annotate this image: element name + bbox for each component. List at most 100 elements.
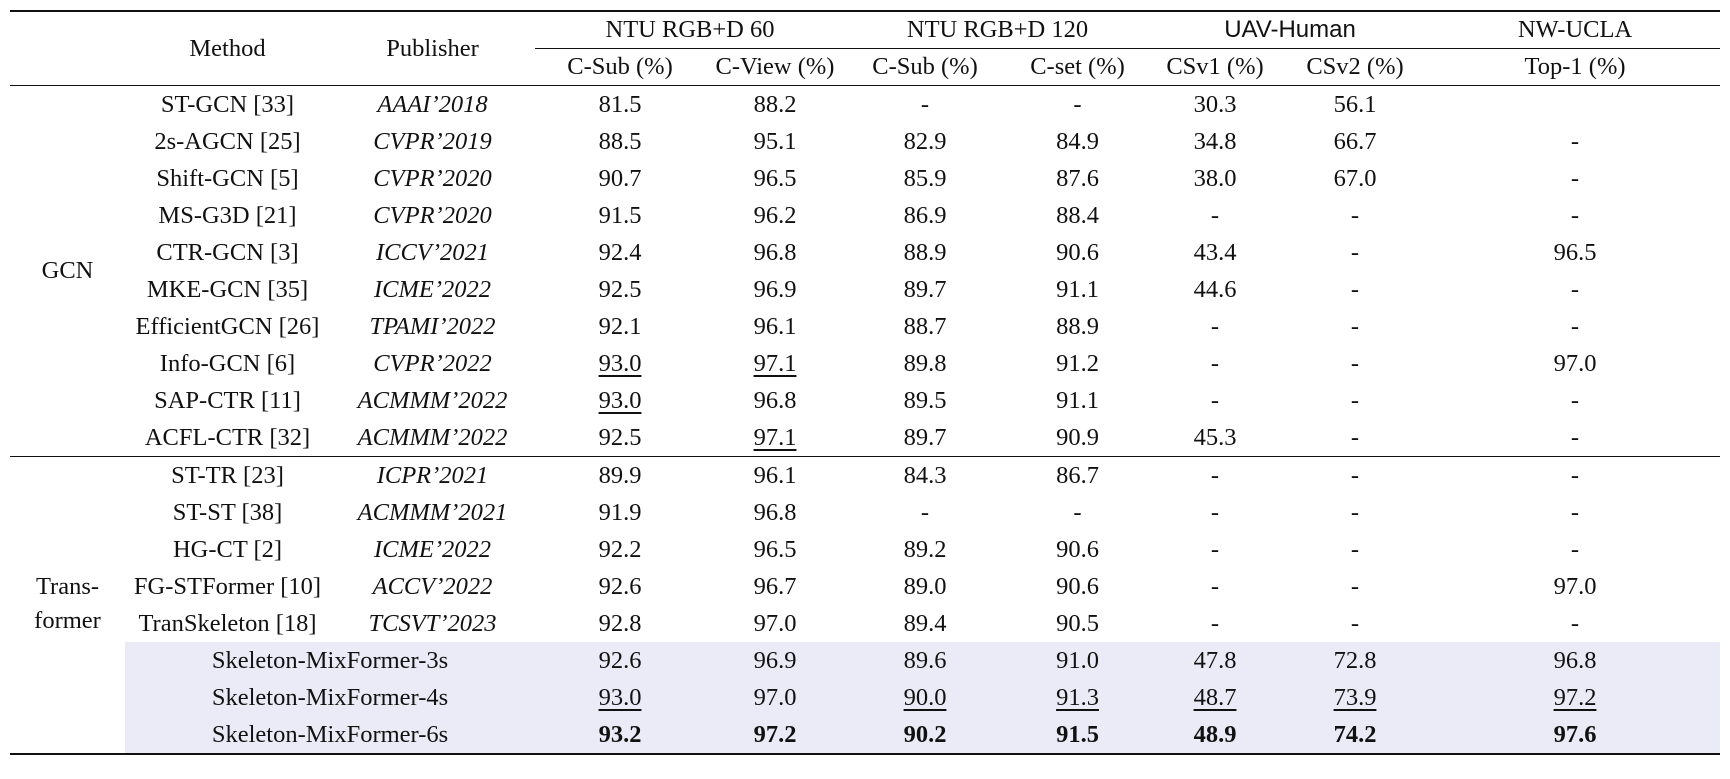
value-cell: 45.3 xyxy=(1193,424,1237,451)
value-cell: 85.9 xyxy=(903,165,947,192)
header-ntu120: NTU RGB+D 120 xyxy=(845,11,1150,49)
method-cell: MS-G3D [21] xyxy=(158,202,297,229)
header-row-2: C-Sub (%) C-View (%) C-Sub (%) C-set (%)… xyxy=(10,49,1720,86)
method-cell: 2s-AGCN [25] xyxy=(154,128,301,155)
value-cell: 89.4 xyxy=(903,610,947,637)
value-cell xyxy=(1430,86,1720,124)
value-cell: 96.5 xyxy=(1553,239,1597,266)
value-cell: 96.8 xyxy=(1430,642,1721,679)
value-cell: 89.9 xyxy=(598,462,642,489)
value-cell: 97.0 xyxy=(1553,573,1597,600)
table-row: CTR-GCN [3] ICCV’2021 92.4 96.8 88.9 90.… xyxy=(10,234,1720,271)
method-cell: Skeleton-MixFormer-4s xyxy=(125,679,535,716)
publisher-cell: ICME’2022 xyxy=(373,536,492,563)
value-cell: 91.9 xyxy=(598,499,642,526)
value-cell: 92.8 xyxy=(598,610,642,637)
table-row: HG-CT [2] ICME’2022 92.2 96.5 89.2 90.6 … xyxy=(10,531,1720,568)
header-publisher: Publisher xyxy=(386,34,479,62)
method-cell: MKE-GCN [35] xyxy=(146,276,309,303)
value-cell: 97.1 xyxy=(705,419,845,457)
value-cell: 97.0 xyxy=(1553,350,1597,377)
value-cell: - xyxy=(1570,387,1580,414)
publisher-cell: ACMMM’2022 xyxy=(357,424,508,451)
method-cell: SAP-CTR [11] xyxy=(154,387,301,414)
value-cell: 96.5 xyxy=(753,165,797,192)
value-cell: - xyxy=(1073,91,1082,118)
value-cell: - xyxy=(1350,573,1360,600)
method-cell: ST-TR [23] xyxy=(171,462,284,489)
value-cell: 88.7 xyxy=(903,313,947,340)
publisher-cell: ACCV’2022 xyxy=(372,573,493,600)
table-row: MKE-GCN [35] ICME’2022 92.5 96.9 89.7 91… xyxy=(10,271,1720,308)
value-cell: - xyxy=(1350,387,1360,414)
blank-cell xyxy=(10,679,125,716)
value-cell: 91.1 xyxy=(1056,276,1099,303)
value-cell: - xyxy=(1350,276,1360,303)
publisher-cell: ACMMM’2022 xyxy=(357,387,508,414)
category-transformer-line2: former xyxy=(34,607,101,634)
value-cell: 90.7 xyxy=(598,165,642,192)
value-cell: 91.1 xyxy=(1056,387,1099,414)
value-cell: - xyxy=(1570,276,1580,303)
table-row: Trans-former ST-TR [23] ICPR’2021 89.9 9… xyxy=(10,456,1721,634)
underlined-value: 97.1 xyxy=(753,424,797,451)
value-cell: 90.9 xyxy=(1056,424,1099,451)
value-cell: 90.5 xyxy=(1056,610,1099,637)
value-cell: - xyxy=(920,91,930,118)
table-row-ours: Skeleton-MixFormer-4s 93.0 97.0 90.0 91.… xyxy=(10,679,1721,716)
value-cell: 73.9 xyxy=(1280,679,1431,716)
publisher-cell: TPAMI’2022 xyxy=(369,313,496,340)
value-cell: 97.0 xyxy=(705,679,845,716)
value-cell: 89.8 xyxy=(903,350,947,377)
results-table-container: Method Publisher NTU RGB+D 60 NTU RGB+D … xyxy=(10,10,1721,755)
value-cell: - xyxy=(1350,313,1360,340)
value-cell: - xyxy=(920,499,930,526)
underlined-value: 91.3 xyxy=(1056,684,1099,711)
underlined-value: 97.2 xyxy=(1553,684,1597,711)
value-cell: - xyxy=(1570,499,1580,526)
value-cell: - xyxy=(1570,313,1580,340)
table-row: FG-STFormer [10] ACCV’2022 92.6 96.7 89.… xyxy=(10,568,1720,605)
value-cell: 95.1 xyxy=(753,128,797,155)
value-cell: 96.7 xyxy=(753,573,797,600)
value-cell: 47.8 xyxy=(1150,642,1280,679)
value-cell: 89.0 xyxy=(903,573,947,600)
bold-value-cell: 90.2 xyxy=(845,716,1005,754)
table-row: Info-GCN [6] CVPR’2022 93.0 97.1 89.8 91… xyxy=(10,345,1720,382)
publisher-cell: CVPR’2020 xyxy=(373,202,492,229)
value-cell: 86.9 xyxy=(903,202,947,229)
underlined-value: 73.9 xyxy=(1333,684,1377,711)
value-cell: 43.4 xyxy=(1193,239,1237,266)
table-row: SAP-CTR [11] ACMMM’2022 93.0 96.8 89.5 9… xyxy=(10,382,1720,419)
bold-value-cell: 74.2 xyxy=(1280,716,1431,754)
bold-value-cell: 97.2 xyxy=(705,716,845,754)
value-cell: - xyxy=(1570,128,1580,155)
value-cell: 96.1 xyxy=(753,462,797,489)
value-cell: - xyxy=(1350,499,1360,526)
comparison-table: Method Publisher NTU RGB+D 60 NTU RGB+D … xyxy=(10,10,1721,755)
subheader-ntu60-csub: C-Sub (%) xyxy=(567,53,673,80)
value-cell: - xyxy=(1570,610,1580,637)
method-cell: CTR-GCN [3] xyxy=(156,239,299,266)
value-cell: - xyxy=(1570,536,1580,563)
underlined-value: 93.0 xyxy=(598,684,642,711)
value-cell: 89.2 xyxy=(903,536,947,563)
underlined-value: 48.7 xyxy=(1193,684,1237,711)
value-cell: - xyxy=(1350,239,1360,266)
value-cell: 96.1 xyxy=(753,313,797,340)
value-cell: - xyxy=(1210,313,1220,340)
value-cell: 92.6 xyxy=(598,573,642,600)
value-cell: - xyxy=(1350,202,1360,229)
table-row: ST-ST [38] ACMMM’2021 91.9 96.8 - - - - … xyxy=(10,494,1720,531)
subheader-nwucla-top1: Top-1 (%) xyxy=(1524,53,1626,80)
value-cell: 88.9 xyxy=(903,239,947,266)
table-row: EfficientGCN [26] TPAMI’2022 92.1 96.1 8… xyxy=(10,308,1720,345)
value-cell: 89.7 xyxy=(903,424,947,451)
bold-value-cell: 91.5 xyxy=(1005,716,1150,754)
value-cell: - xyxy=(1210,462,1220,489)
value-cell: 96.8 xyxy=(753,499,797,526)
table-row-ours: Skeleton-MixFormer-6s 93.2 97.2 90.2 91.… xyxy=(10,716,1721,754)
value-cell: 81.5 xyxy=(598,91,642,118)
value-cell: 88.4 xyxy=(1056,202,1099,229)
value-cell: 93.0 xyxy=(535,382,705,419)
